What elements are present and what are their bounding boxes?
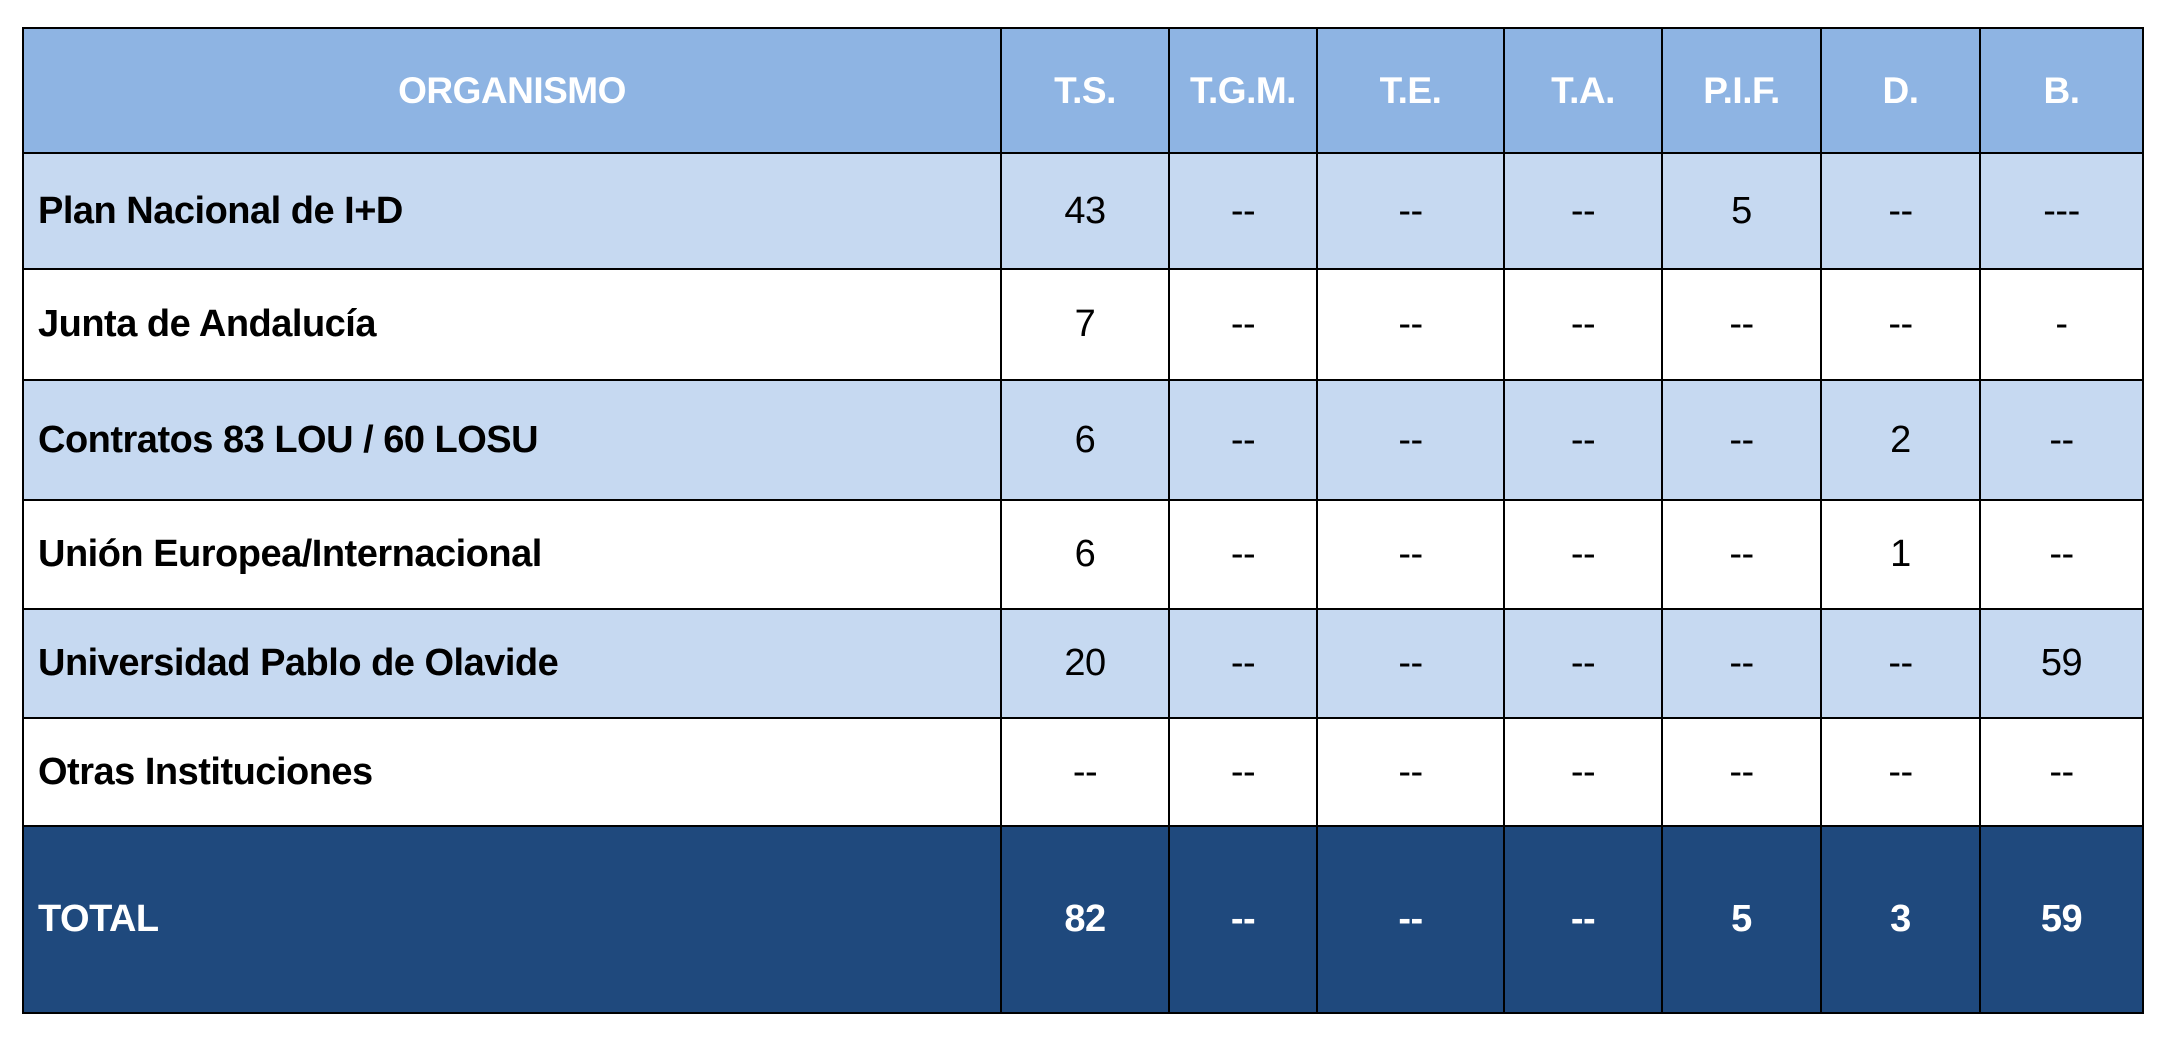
total-cell-b: 59 [1979,825,2144,1014]
staff-by-organism-table: ORGANISMO T.S. T.G.M. T.E. T.A. P.I.F. D… [22,27,2144,1014]
header-d: D. [1820,27,1981,154]
value-cell-ts: 6 [1000,379,1170,501]
value-cell-ta: -- [1503,152,1663,270]
table-row: Universidad Pablo de Olavide 20 -- -- --… [22,608,2144,719]
total-cell-ts: 82 [1000,825,1170,1014]
value-cell-ta: -- [1503,499,1663,610]
header-tgm: T.G.M. [1168,27,1318,154]
header-pif: P.I.F. [1661,27,1822,154]
organismo-cell: Plan Nacional de I+D [22,152,1002,270]
header-row: ORGANISMO T.S. T.G.M. T.E. T.A. P.I.F. D… [22,27,2144,154]
value-cell-ts: -- [1000,717,1170,827]
value-cell-tgm: -- [1168,608,1318,719]
value-cell-d: -- [1820,608,1981,719]
value-cell-ta: -- [1503,268,1663,381]
value-cell-ts: 20 [1000,608,1170,719]
value-cell-tgm: -- [1168,268,1318,381]
value-cell-te: -- [1316,379,1505,501]
table-row: Plan Nacional de I+D 43 -- -- -- 5 -- --… [22,152,2144,270]
total-cell-ta: -- [1503,825,1663,1014]
table-row: Unión Europea/Internacional 6 -- -- -- -… [22,499,2144,610]
value-cell-b: - [1979,268,2144,381]
total-row: TOTAL 82 -- -- -- 5 3 59 [22,825,2144,1014]
organismo-cell: Universidad Pablo de Olavide [22,608,1002,719]
header-organismo: ORGANISMO [22,27,1002,154]
value-cell-te: -- [1316,608,1505,719]
table-row: Contratos 83 LOU / 60 LOSU 6 -- -- -- --… [22,379,2144,501]
total-cell-tgm: -- [1168,825,1318,1014]
staff-by-organism-table-container: ORGANISMO T.S. T.G.M. T.E. T.A. P.I.F. D… [22,27,2144,1014]
value-cell-d: -- [1820,717,1981,827]
value-cell-d: 1 [1820,499,1981,610]
table-row: Junta de Andalucía 7 -- -- -- -- -- - [22,268,2144,381]
value-cell-ta: -- [1503,717,1663,827]
value-cell-d: -- [1820,152,1981,270]
value-cell-pif: -- [1661,499,1822,610]
header-ta: T.A. [1503,27,1663,154]
value-cell-b: -- [1979,717,2144,827]
organismo-cell: Unión Europea/Internacional [22,499,1002,610]
value-cell-b: --- [1979,152,2144,270]
value-cell-te: -- [1316,268,1505,381]
value-cell-te: -- [1316,717,1505,827]
value-cell-te: -- [1316,499,1505,610]
value-cell-tgm: -- [1168,717,1318,827]
total-cell-pif: 5 [1661,825,1822,1014]
table-row: Otras Instituciones -- -- -- -- -- -- -- [22,717,2144,827]
value-cell-ta: -- [1503,608,1663,719]
value-cell-ts: 6 [1000,499,1170,610]
value-cell-pif: -- [1661,717,1822,827]
value-cell-pif: -- [1661,608,1822,719]
total-cell-te: -- [1316,825,1505,1014]
value-cell-b: 59 [1979,608,2144,719]
header-te: T.E. [1316,27,1505,154]
value-cell-pif: 5 [1661,152,1822,270]
total-cell-d: 3 [1820,825,1981,1014]
value-cell-d: -- [1820,268,1981,381]
value-cell-pif: -- [1661,379,1822,501]
value-cell-d: 2 [1820,379,1981,501]
value-cell-b: -- [1979,499,2144,610]
organismo-cell: Contratos 83 LOU / 60 LOSU [22,379,1002,501]
value-cell-ta: -- [1503,379,1663,501]
total-label: TOTAL [22,825,1002,1014]
header-b: B. [1979,27,2144,154]
organismo-cell: Junta de Andalucía [22,268,1002,381]
value-cell-ts: 43 [1000,152,1170,270]
value-cell-ts: 7 [1000,268,1170,381]
header-ts: T.S. [1000,27,1170,154]
value-cell-b: -- [1979,379,2144,501]
value-cell-tgm: -- [1168,152,1318,270]
value-cell-tgm: -- [1168,379,1318,501]
value-cell-tgm: -- [1168,499,1318,610]
value-cell-te: -- [1316,152,1505,270]
value-cell-pif: -- [1661,268,1822,381]
organismo-cell: Otras Instituciones [22,717,1002,827]
